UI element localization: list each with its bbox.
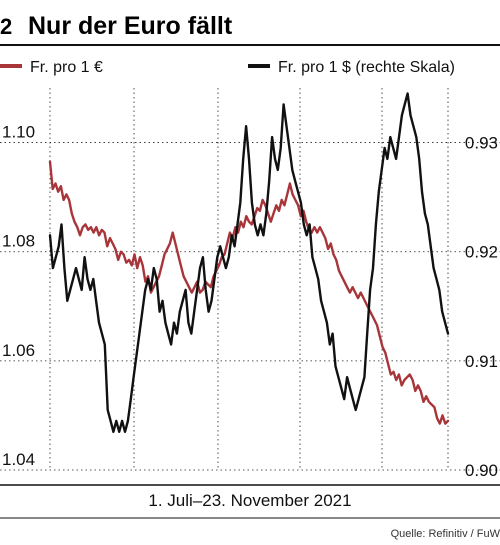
right-tick-label: 0.91	[465, 352, 498, 371]
right-tick-label: 0.90	[465, 461, 498, 480]
source-label: Quelle: Refinitiv / FuW	[391, 528, 500, 540]
right-tick-label: 0.93	[465, 134, 498, 153]
chart-title: Nur der Euro fällt	[28, 12, 233, 40]
legend-label-usd: Fr. pro 1 $ (rechte Skala)	[278, 59, 455, 76]
right-tick-label: 0.92	[465, 243, 498, 262]
chart-number: 2	[0, 14, 12, 39]
left-tick-label: 1.04	[2, 450, 35, 469]
legend-label-eur: Fr. pro 1 €	[30, 59, 103, 76]
left-tick-label: 1.10	[2, 123, 35, 142]
series-lines	[48, 92, 450, 433]
left-axis-ticks: 1.04 1.06 1.08 1.10	[2, 123, 35, 469]
grid	[0, 88, 500, 471]
series-line-usd	[48, 92, 450, 433]
left-tick-label: 1.06	[2, 341, 35, 360]
series-line-eur	[48, 160, 450, 425]
legend: Fr. pro 1 € Fr. pro 1 $ (rechte Skala)	[0, 59, 455, 76]
right-axis-ticks: 0.90 0.91 0.92 0.93	[465, 134, 498, 480]
period-label: 1. Juli–23. November 2021	[148, 491, 351, 510]
left-tick-label: 1.08	[2, 232, 35, 251]
